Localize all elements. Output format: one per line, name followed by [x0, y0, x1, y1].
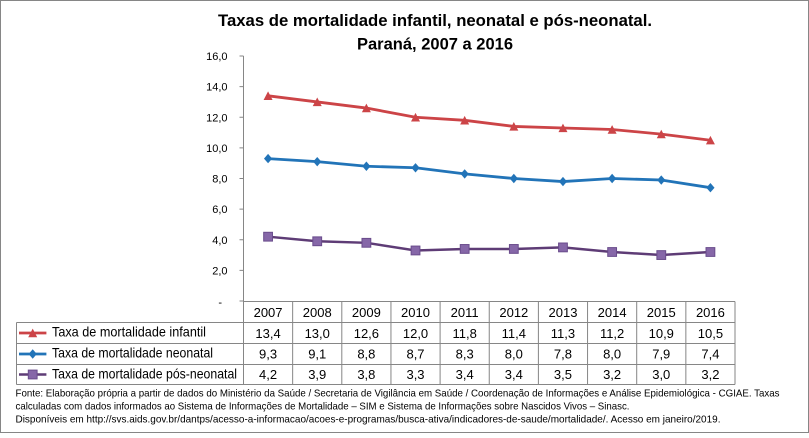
svg-text:11,2: 11,2	[600, 326, 624, 341]
svg-text:calculadas com dados informad: calculadas com dados informados ao Siste…	[16, 401, 630, 413]
svg-text:Fonte: Elaboração própria a pa: Fonte: Elaboração própria a partir de da…	[16, 388, 780, 400]
svg-text:8,0: 8,0	[603, 346, 621, 361]
svg-text:12,0: 12,0	[403, 326, 428, 341]
svg-text:7,8: 7,8	[554, 346, 572, 361]
svg-text:6,0: 6,0	[212, 204, 227, 216]
svg-text:Taxa de mortalidade neonatal: Taxa de mortalidade neonatal	[52, 345, 213, 361]
svg-text:16,0: 16,0	[206, 51, 227, 63]
svg-text:3,3: 3,3	[406, 367, 424, 382]
svg-text:8,0: 8,0	[212, 174, 227, 186]
svg-text:2008: 2008	[303, 305, 332, 320]
svg-text:Taxa de mortalidade infantil: Taxa de mortalidade infantil	[52, 324, 206, 340]
svg-text:3,4: 3,4	[456, 367, 474, 382]
svg-text:2015: 2015	[647, 305, 676, 320]
svg-text:Paraná, 2007 a 2016: Paraná, 2007 a 2016	[357, 34, 513, 53]
svg-text:3,9: 3,9	[308, 367, 326, 382]
svg-text:2013: 2013	[549, 305, 578, 320]
svg-text:10,0: 10,0	[206, 143, 227, 155]
svg-text:9,3: 9,3	[259, 346, 277, 361]
svg-text:8,8: 8,8	[357, 346, 375, 361]
svg-text:Taxas de mortalidade infantil,: Taxas de mortalidade infantil, neonatal …	[218, 11, 652, 30]
svg-text:2,0: 2,0	[212, 265, 227, 277]
svg-text:Disponíveis em http://svs.aids: Disponíveis em http://svs.aids.gov.br/da…	[16, 413, 721, 425]
svg-text:12,0: 12,0	[206, 112, 227, 124]
svg-text:10,9: 10,9	[649, 326, 674, 341]
svg-text:11,4: 11,4	[502, 326, 526, 341]
svg-text:2014: 2014	[598, 305, 627, 320]
svg-text:3,5: 3,5	[554, 367, 572, 382]
svg-text:11,3: 11,3	[551, 326, 575, 341]
svg-text:9,1: 9,1	[308, 346, 326, 361]
svg-text:3,2: 3,2	[603, 367, 621, 382]
svg-text:8,7: 8,7	[406, 346, 424, 361]
svg-text:4,0: 4,0	[212, 235, 227, 247]
svg-text:3,4: 3,4	[505, 367, 523, 382]
svg-text:2010: 2010	[401, 305, 430, 320]
svg-text:3,8: 3,8	[357, 367, 375, 382]
svg-text:13,0: 13,0	[305, 326, 330, 341]
svg-text:10,5: 10,5	[698, 326, 723, 341]
svg-text:-: -	[218, 297, 222, 309]
svg-text:7,9: 7,9	[652, 346, 670, 361]
svg-text:13,4: 13,4	[255, 326, 280, 341]
svg-text:12,6: 12,6	[354, 326, 379, 341]
svg-text:2011: 2011	[451, 305, 479, 320]
svg-text:2009: 2009	[352, 305, 381, 320]
svg-text:3,0: 3,0	[652, 367, 670, 382]
svg-text:2007: 2007	[254, 305, 283, 320]
svg-text:8,0: 8,0	[505, 346, 523, 361]
svg-text:2012: 2012	[499, 305, 528, 320]
svg-text:8,3: 8,3	[456, 346, 474, 361]
svg-text:Taxa de mortalidade pós-neonat: Taxa de mortalidade pós-neonatal	[52, 365, 237, 381]
svg-text:2016: 2016	[696, 305, 725, 320]
svg-text:11,8: 11,8	[452, 326, 476, 341]
svg-text:14,0: 14,0	[206, 82, 227, 94]
svg-text:4,2: 4,2	[259, 367, 277, 382]
svg-text:7,4: 7,4	[701, 346, 719, 361]
svg-text:3,2: 3,2	[701, 367, 719, 382]
